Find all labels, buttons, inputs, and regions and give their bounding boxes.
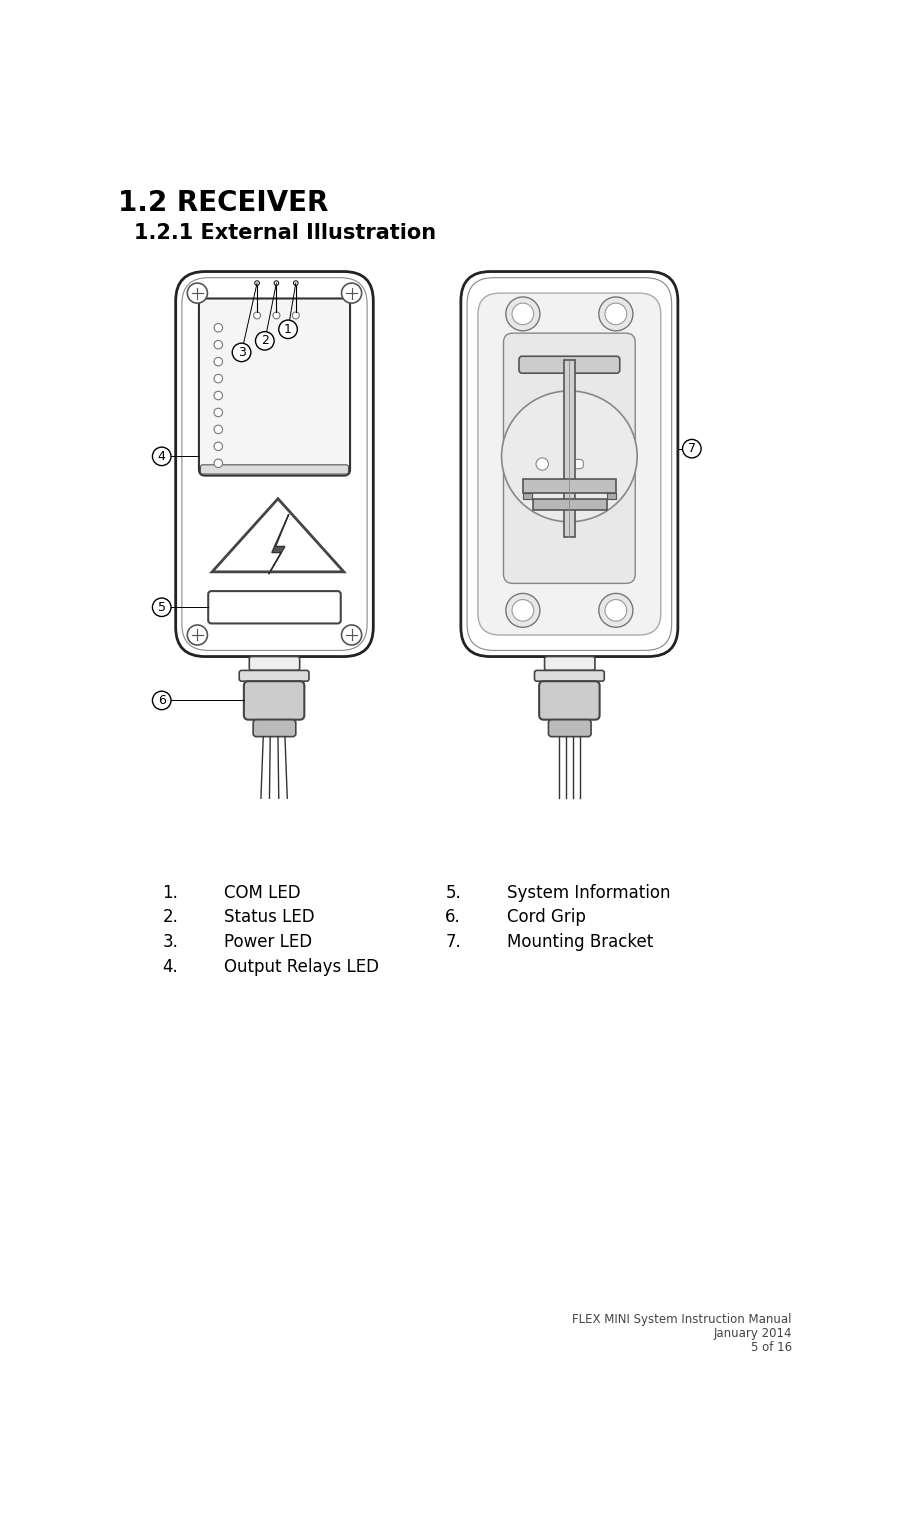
Text: 3.: 3. [162, 933, 179, 952]
Circle shape [342, 625, 361, 645]
Circle shape [255, 281, 259, 285]
FancyBboxPatch shape [176, 271, 373, 657]
Circle shape [292, 313, 300, 319]
Text: 6: 6 [158, 694, 166, 708]
FancyBboxPatch shape [503, 332, 635, 584]
Text: FLEX MINI System Instruction Manual: FLEX MINI System Instruction Manual [572, 1313, 792, 1327]
Circle shape [214, 459, 222, 468]
Text: January 2014: January 2014 [713, 1327, 792, 1340]
Bar [606, 493, 616, 500]
Circle shape [279, 320, 297, 339]
FancyBboxPatch shape [208, 592, 341, 624]
FancyBboxPatch shape [461, 271, 678, 657]
Text: 6.: 6. [446, 909, 461, 926]
Circle shape [214, 340, 222, 349]
Text: 5.: 5. [446, 883, 461, 901]
Circle shape [342, 284, 361, 303]
Text: 5: 5 [158, 601, 166, 613]
Circle shape [599, 297, 633, 331]
Polygon shape [269, 514, 289, 573]
Circle shape [605, 599, 627, 621]
Circle shape [512, 599, 534, 621]
Circle shape [293, 281, 298, 285]
Text: 7: 7 [688, 442, 696, 454]
Text: Status LED: Status LED [224, 909, 315, 926]
Polygon shape [212, 499, 344, 572]
Circle shape [214, 442, 222, 450]
Ellipse shape [501, 390, 637, 522]
Text: 2.: 2. [162, 909, 179, 926]
FancyBboxPatch shape [535, 671, 605, 682]
Circle shape [152, 691, 171, 709]
Text: Cord Grip: Cord Grip [508, 909, 587, 926]
Circle shape [254, 313, 260, 319]
Text: 3: 3 [238, 346, 246, 358]
Text: 4: 4 [158, 450, 166, 464]
Circle shape [506, 297, 540, 331]
Circle shape [214, 425, 222, 433]
Text: 4.: 4. [162, 958, 179, 976]
Circle shape [683, 439, 701, 458]
Text: 2: 2 [261, 334, 269, 348]
Circle shape [214, 357, 222, 366]
Text: System Information: System Information [508, 883, 671, 901]
Bar [523, 479, 616, 493]
FancyBboxPatch shape [548, 720, 591, 737]
FancyBboxPatch shape [478, 293, 661, 634]
Bar [564, 360, 575, 537]
Text: 7.: 7. [446, 933, 461, 952]
FancyBboxPatch shape [544, 657, 595, 671]
FancyBboxPatch shape [539, 682, 599, 720]
Text: 1.2 RECEIVER: 1.2 RECEIVER [118, 189, 328, 217]
Text: 1.2.1 External Illustration: 1.2.1 External Illustration [134, 223, 436, 242]
FancyBboxPatch shape [244, 682, 304, 720]
FancyBboxPatch shape [253, 720, 296, 737]
Circle shape [214, 374, 222, 383]
FancyBboxPatch shape [200, 465, 349, 474]
Circle shape [187, 284, 207, 303]
Text: Power LED: Power LED [224, 933, 313, 952]
Text: Output Relays LED: Output Relays LED [224, 958, 379, 976]
Text: 1: 1 [284, 323, 292, 336]
FancyBboxPatch shape [519, 357, 620, 374]
Text: 1.: 1. [162, 883, 179, 901]
FancyBboxPatch shape [239, 671, 309, 682]
Circle shape [256, 331, 274, 351]
FancyBboxPatch shape [249, 657, 300, 671]
Circle shape [599, 593, 633, 627]
FancyBboxPatch shape [199, 299, 350, 476]
Circle shape [214, 409, 222, 416]
Circle shape [605, 303, 627, 325]
Circle shape [536, 458, 548, 470]
Circle shape [273, 313, 280, 319]
Circle shape [152, 447, 171, 465]
FancyBboxPatch shape [570, 459, 583, 468]
Bar [523, 493, 532, 500]
Bar [533, 500, 606, 511]
Circle shape [214, 323, 222, 332]
Text: 5 of 16: 5 of 16 [751, 1340, 792, 1354]
Circle shape [152, 598, 171, 616]
Circle shape [187, 625, 207, 645]
Circle shape [506, 593, 540, 627]
Circle shape [232, 343, 251, 361]
Circle shape [512, 303, 534, 325]
Circle shape [214, 392, 222, 400]
Circle shape [274, 281, 279, 285]
Text: COM LED: COM LED [224, 883, 301, 901]
Text: Mounting Bracket: Mounting Bracket [508, 933, 654, 952]
